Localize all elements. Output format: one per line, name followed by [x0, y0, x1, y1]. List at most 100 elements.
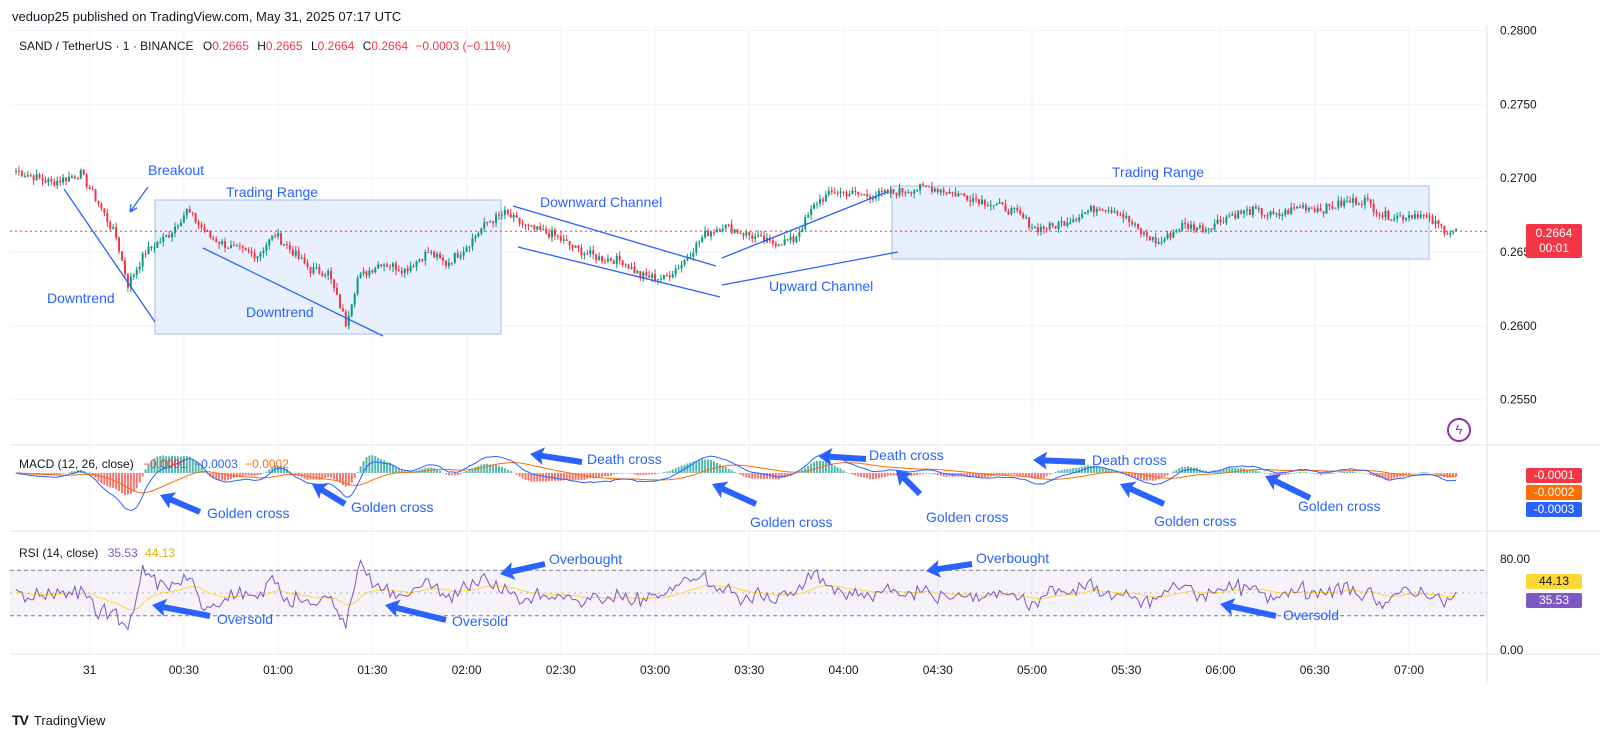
candle-body [886, 189, 889, 194]
candle-body [400, 270, 403, 274]
macd-histogram-bar [836, 467, 839, 473]
macd-histogram-bar [350, 473, 353, 483]
candle-body [618, 256, 621, 261]
macd-histogram-bar [486, 463, 489, 473]
macd-histogram-bar [1016, 473, 1019, 476]
overbought-label: Overbought [549, 551, 622, 567]
golden-cross-label: Golden cross [207, 505, 289, 521]
candle-body [412, 266, 415, 268]
candle-body [206, 230, 209, 232]
candle-body [397, 270, 400, 272]
death-cross-label: Death cross [869, 447, 944, 463]
macd-histogram-bar [724, 466, 727, 473]
candle-body [645, 272, 648, 276]
candle-body [874, 196, 877, 199]
macd-histogram-bar [642, 473, 645, 476]
macd-histogram-bar [1354, 472, 1357, 473]
macd-histogram-bar [138, 473, 141, 483]
macd-histogram-bar [56, 473, 59, 476]
candle-body [1246, 209, 1249, 211]
macd-histogram-bar [589, 473, 592, 479]
macd-histogram-bar [877, 473, 880, 479]
candle-body [418, 259, 421, 262]
candle-body [715, 229, 718, 233]
golden-cross-arrow [1120, 481, 1166, 507]
candle-body [1119, 214, 1122, 216]
candle-body [277, 233, 280, 237]
candle-body [1007, 211, 1010, 215]
macd-histogram-bar [886, 473, 889, 477]
candle-body [1089, 206, 1092, 212]
candle-body [871, 198, 874, 200]
candle-body [224, 240, 227, 248]
candle-body [536, 226, 539, 230]
candle-body [1057, 222, 1060, 229]
candle-body [35, 174, 38, 181]
macd-histogram-bar [571, 473, 574, 481]
macd-histogram-bar [695, 460, 698, 473]
oversold-arrow [1220, 598, 1277, 619]
macd-histogram-bar [380, 459, 383, 473]
macd-histogram-bar [433, 468, 436, 473]
macd-histogram-bar [757, 473, 760, 479]
candle-body [577, 245, 580, 249]
candle-body [1213, 223, 1216, 230]
candle-body [1319, 208, 1322, 212]
candle-body [916, 190, 919, 192]
candle-body [1098, 208, 1101, 210]
macd-histogram-bar [1195, 467, 1198, 473]
rsi-tick-label: 0.00 [1500, 643, 1524, 657]
macd-histogram-bar [830, 464, 833, 473]
candle-body [512, 214, 515, 218]
macd-histogram-bar [604, 473, 606, 476]
macd-histogram-bar [633, 473, 636, 475]
candle-body [185, 209, 188, 216]
macd-histogram-bar [503, 468, 506, 473]
macd-histogram-bar [65, 473, 68, 474]
candle-body [895, 192, 898, 196]
macd-name: MACD (12, 26, close) [19, 457, 134, 471]
candle-body [1405, 217, 1408, 220]
rsi-tick-label: 80.00 [1500, 552, 1530, 566]
macd-histogram-bar [601, 473, 604, 477]
candle-body [1145, 232, 1148, 237]
chart-area[interactable]: 0.2800 0.2750 0.2700 0.2650 0.2600 0.2550 31 00… [0, 26, 1600, 708]
candle-body [1042, 226, 1045, 229]
candle-body [1322, 211, 1325, 214]
macd-histogram-bar [542, 473, 545, 482]
candle-body [427, 251, 430, 253]
macd-histogram-bar [1051, 473, 1054, 474]
candle-body [692, 252, 695, 257]
lightning-icon[interactable]: ϟ [1447, 418, 1471, 442]
macd-histogram-bar [674, 468, 677, 473]
candle-body [922, 184, 925, 186]
last-price-tag: 0.2664 00:01 [1526, 224, 1582, 258]
macd-histogram-bar [871, 473, 874, 480]
macd-histogram-bar [1328, 473, 1331, 475]
annotation-downward-channel: Downward Channel [540, 194, 662, 210]
candle-body [751, 235, 754, 239]
candle-body [159, 241, 162, 243]
macd-histogram-bar [804, 467, 807, 473]
golden-cross-arrow-shape [1120, 481, 1166, 507]
macd-histogram-bar [880, 473, 883, 478]
candle-body [391, 263, 394, 267]
macd-histogram-bar [324, 473, 327, 478]
candle-body [515, 214, 518, 218]
macd-histogram-bar [500, 466, 503, 473]
candle-body [1048, 223, 1051, 230]
macd-histogram-bar [1301, 472, 1304, 473]
macd-histogram-bar [718, 464, 721, 473]
candle-body [462, 251, 465, 256]
death-cross-arrow-shape [1033, 451, 1086, 470]
annotation-downtrend-2: Downtrend [246, 304, 314, 320]
candle-body [1078, 217, 1081, 221]
macd-histogram-bar [715, 462, 718, 473]
macd-histogram-bar [583, 473, 586, 481]
macd-histogram-bar [671, 469, 674, 473]
candle-body [1387, 210, 1390, 220]
macd-histogram-bar [250, 473, 253, 476]
candle-body [880, 190, 883, 192]
candle-body [1113, 211, 1116, 213]
